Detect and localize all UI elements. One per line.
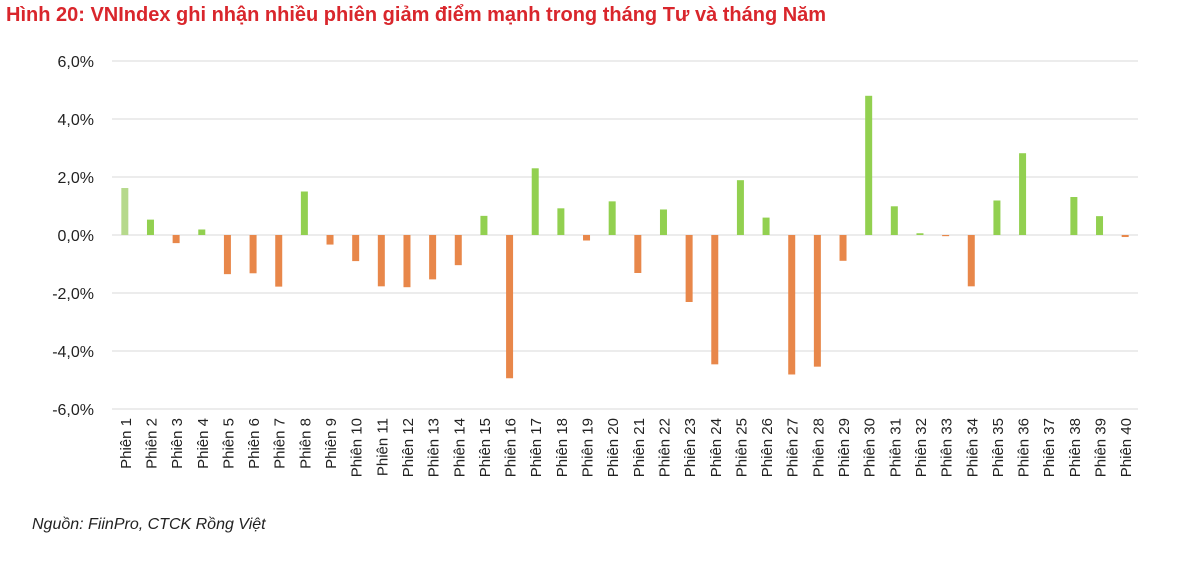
x-tick-label: Phiên 37 [1041, 418, 1058, 477]
x-tick-label: Phiên 25 [733, 418, 750, 477]
x-tick-label: Phiên 3 [169, 418, 186, 469]
x-tick-label: Phiên 6 [246, 418, 263, 469]
x-tick-label: Phiên 22 [656, 418, 673, 477]
bar [685, 235, 693, 302]
x-tick-label: Phiên 38 [1067, 418, 1084, 477]
bar [736, 180, 744, 235]
bar [762, 217, 770, 235]
x-tick-label: Phiên 15 [477, 418, 494, 477]
x-tick-label: Phiên 11 [374, 418, 391, 476]
x-tick-label: Phiên 39 [1093, 418, 1110, 477]
source-note: Nguồn: FiinPro, CTCK Rồng Việt [32, 516, 266, 533]
x-tick-label: Phiên 21 [631, 418, 648, 477]
bar [711, 235, 719, 365]
bar [223, 235, 231, 275]
y-tick-label: -2,0% [52, 286, 94, 303]
x-tick-label: Phiên 34 [964, 418, 981, 477]
bar [326, 235, 334, 245]
x-tick-label: Phiên 20 [605, 418, 622, 477]
bar [890, 206, 898, 235]
chart-title: Hình 20: VNIndex ghi nhận nhiều phiên gi… [6, 4, 827, 26]
bar [300, 191, 308, 235]
bar [1070, 197, 1078, 235]
x-tick-label: Phiên 28 [810, 418, 827, 477]
bars [121, 95, 1129, 379]
x-tick-label: Phiên 2 [143, 418, 160, 469]
bar [1096, 216, 1104, 235]
bar [506, 235, 514, 379]
bar [967, 235, 975, 287]
bar [583, 235, 591, 241]
x-tick-label: Phiên 32 [913, 418, 930, 477]
bar [172, 235, 180, 244]
x-tick-label: Phiên 40 [1118, 418, 1135, 477]
bar [634, 235, 642, 273]
x-tick-label: Phiên 35 [990, 418, 1007, 477]
x-tick-label: Phiên 10 [349, 418, 366, 477]
x-tick-label: Phiên 23 [682, 418, 699, 477]
x-tick-label: Phiên 31 [887, 418, 904, 477]
bar [839, 235, 847, 261]
x-tick-label: Phiên 1 [118, 418, 135, 469]
bar [249, 235, 257, 274]
bar [942, 235, 950, 237]
bar [480, 215, 488, 235]
x-tick-label: Phiên 16 [503, 418, 520, 477]
y-tick-label: 2,0% [58, 170, 94, 187]
x-tick-label: Phiên 24 [708, 418, 725, 477]
bar [557, 208, 565, 235]
x-tick-label: Phiên 17 [528, 418, 545, 477]
bar [275, 235, 283, 287]
x-tick-label: Phiên 5 [220, 418, 237, 469]
gridlines [112, 60, 1138, 410]
x-tick-label: Phiên 29 [836, 418, 853, 477]
x-axis: Phiên 1 Phiên 2 Phiên 3 Phiên 4 Phiên 5 Phiên… [118, 418, 1135, 477]
x-tick-label: Phiên 30 [862, 418, 879, 477]
bar [146, 219, 154, 235]
bar [993, 200, 1001, 235]
x-tick-label: Phiên 26 [759, 418, 776, 477]
x-tick-label: Phiên 13 [426, 418, 443, 477]
bar [429, 235, 437, 280]
bar [916, 233, 924, 235]
x-tick-label: Phiên 27 [785, 418, 802, 477]
bar [531, 168, 539, 235]
bar [403, 235, 411, 288]
x-tick-label: Phiên 12 [400, 418, 417, 477]
x-tick-label: Phiên 19 [580, 418, 597, 477]
y-tick-label: 4,0% [58, 112, 94, 129]
x-tick-label: Phiên 8 [297, 418, 314, 469]
x-tick-label: Phiên 7 [272, 418, 289, 469]
bar [352, 235, 360, 262]
bar [1121, 235, 1129, 238]
x-tick-label: Phiên 4 [195, 418, 212, 469]
x-tick-label: Phiên 14 [451, 418, 468, 477]
x-tick-label: Phiên 36 [1016, 418, 1033, 477]
y-tick-label: -4,0% [52, 344, 94, 361]
bar [454, 235, 462, 266]
y-tick-label: 0,0% [58, 228, 94, 245]
bar [659, 209, 667, 235]
y-tick-label: -6,0% [52, 402, 94, 419]
bar [813, 235, 821, 367]
bar [1019, 153, 1027, 235]
y-tick-label: 6,0% [58, 54, 94, 71]
x-tick-label: Phiên 18 [554, 418, 571, 477]
x-tick-label: Phiên 33 [939, 418, 956, 477]
bar [121, 188, 129, 235]
y-axis: 6,0% 4,0% 2,0% 0,0% -2,0% -4,0% -6,0% [52, 54, 94, 419]
bar [865, 95, 873, 235]
bar [377, 235, 385, 287]
bar [788, 235, 796, 375]
bar [198, 229, 206, 235]
bar [608, 201, 616, 235]
x-tick-label: Phiên 9 [323, 418, 340, 469]
